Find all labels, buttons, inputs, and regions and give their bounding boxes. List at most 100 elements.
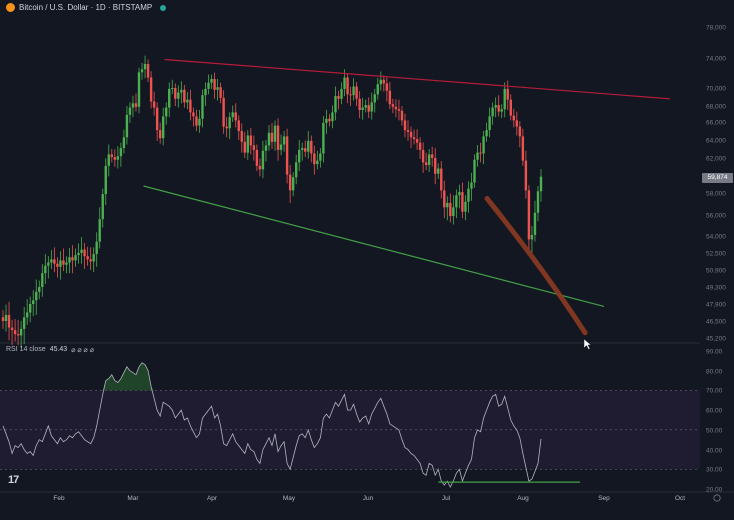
candle-body — [95, 241, 98, 255]
candle-body — [258, 165, 262, 170]
candle-body — [440, 168, 443, 191]
candle-body — [316, 160, 319, 165]
candle-body — [533, 212, 537, 235]
candle-body — [165, 107, 168, 117]
candle-body — [418, 142, 422, 150]
candle-body — [119, 148, 123, 157]
candle-body — [143, 64, 147, 70]
candle-body — [397, 109, 401, 111]
rsi-header[interactable]: RSI 14 close 45.43 ⌀ ⌀ ⌀ ⌀ — [6, 346, 94, 354]
price-axis-tick: 50,900 — [706, 268, 726, 275]
candle-body — [288, 174, 292, 191]
candle-body — [370, 102, 373, 112]
candle-body — [207, 82, 210, 89]
candle-body — [491, 107, 494, 117]
candle-body — [89, 259, 92, 262]
candle-body — [243, 141, 246, 153]
candle-body — [177, 92, 180, 99]
candle-body — [409, 131, 413, 138]
candle-body — [122, 137, 126, 149]
candle-body — [65, 262, 68, 265]
candle-body — [530, 234, 534, 240]
candle-body — [116, 156, 120, 160]
candle-body — [149, 77, 153, 102]
time-axis-tick: Sep — [598, 495, 610, 502]
candle-body — [246, 135, 250, 153]
candle-body — [385, 83, 389, 91]
candle-body — [219, 87, 222, 98]
candle-body — [228, 117, 231, 129]
candle-body — [376, 84, 379, 95]
candle-body — [304, 148, 307, 152]
candle-body — [74, 255, 77, 261]
candle-body — [388, 90, 392, 105]
candle-body — [29, 304, 32, 313]
candle-body — [515, 120, 519, 127]
candle-body — [204, 88, 207, 96]
tradingview-logo[interactable]: 17 — [8, 474, 19, 486]
candle-body — [276, 125, 280, 150]
candle-body — [400, 110, 404, 121]
candle-body — [56, 263, 59, 267]
candle-body — [255, 149, 259, 166]
candle-body — [282, 136, 286, 145]
symbol-header[interactable]: Bitcoin / U.S. Dollar · 1D · BITSTAMP — [6, 3, 167, 12]
candle-body — [488, 116, 491, 131]
candle-body — [291, 177, 295, 191]
price-axis-tick: 47,900 — [706, 302, 726, 309]
candle-body — [41, 273, 44, 287]
candle-body — [86, 256, 89, 260]
time-axis-tick: May — [283, 495, 296, 502]
candle-body — [183, 89, 186, 103]
price-axis-tick: 74,000 — [706, 56, 726, 63]
candle-body — [527, 190, 531, 240]
candle-body — [455, 195, 458, 208]
candle-body — [331, 112, 334, 122]
rsi-axis-tick: 40.00 — [706, 448, 723, 455]
candle-body — [476, 152, 479, 160]
price-axis-tick: 52,500 — [706, 251, 726, 258]
candle-body — [252, 145, 256, 150]
candle-body — [521, 136, 525, 161]
price-axis-tick: 45,200 — [706, 336, 726, 343]
candle-body — [155, 107, 159, 131]
candle-body — [171, 88, 174, 89]
candle-body — [473, 159, 476, 183]
rsi-axis-tick: 90.00 — [706, 349, 723, 356]
candle-body — [352, 86, 355, 96]
candle-body — [110, 154, 114, 158]
candle-body — [500, 109, 503, 112]
rsi-axis-tick: 50.00 — [706, 428, 723, 435]
candle-body — [443, 190, 446, 208]
candle-body — [225, 126, 228, 129]
candle-body — [279, 144, 283, 150]
candle-body — [437, 168, 440, 174]
support-trendline — [143, 185, 605, 308]
candle-body — [44, 265, 47, 274]
candle-body — [470, 182, 473, 189]
rsi-axis-tick: 30.00 — [706, 467, 723, 474]
candle-body — [210, 79, 213, 83]
candle-body — [198, 118, 201, 126]
candle-body — [355, 86, 358, 99]
rsi-axis-tick: 20.00 — [706, 487, 723, 494]
candle-body — [343, 77, 346, 89]
candle-body — [349, 94, 352, 96]
candle-body — [32, 300, 35, 304]
candle-body — [449, 202, 452, 217]
candle-body — [192, 112, 195, 117]
time-axis-tick: Feb — [53, 495, 65, 502]
rsi-label: RSI 14 close — [6, 346, 46, 353]
candle-body — [128, 107, 132, 115]
candle-body — [59, 260, 62, 267]
candle-body — [298, 149, 301, 163]
price-axis-tick: 54,000 — [706, 234, 726, 241]
candle-body — [22, 317, 26, 329]
time-axis-tick: Jul — [442, 495, 451, 502]
candle-body — [485, 130, 488, 137]
price-axis-tick: 46,500 — [706, 319, 726, 326]
price-axis-tick: 64,000 — [706, 138, 726, 145]
rsi-extra-values: ⌀ ⌀ ⌀ ⌀ — [71, 347, 94, 354]
candle-body — [464, 201, 467, 212]
